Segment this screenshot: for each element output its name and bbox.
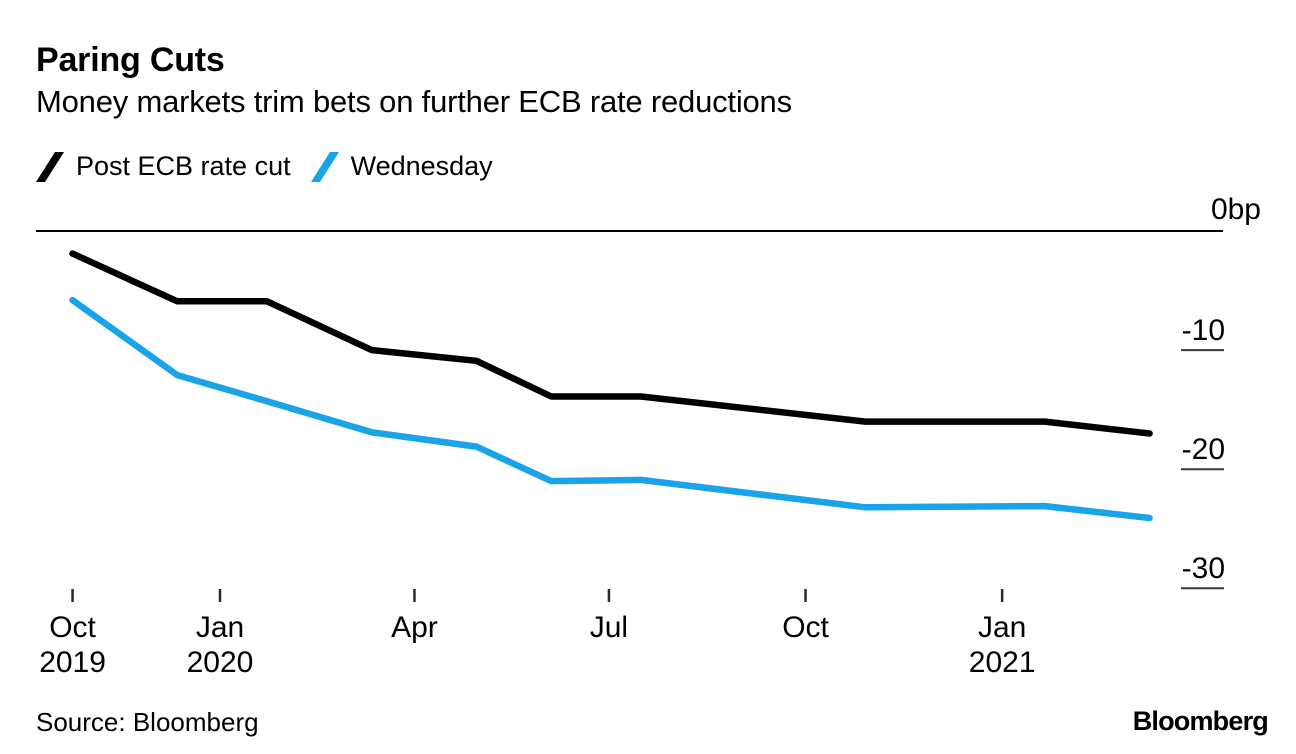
legend-label: Wednesday <box>350 151 493 181</box>
legend-label: Post ECB rate cut <box>76 151 291 181</box>
legend: Post ECB rate cut Wednesday <box>36 147 513 185</box>
black-slash-icon <box>36 152 64 182</box>
legend-item-wednesday: Wednesday <box>310 147 493 185</box>
series-line-wednesday <box>69 296 1153 522</box>
chart-title: Paring Cuts <box>36 41 225 79</box>
bloomberg-logo: Bloomberg <box>1132 706 1269 736</box>
legend-item-post-ecb-rate-cut: Post ECB rate cut <box>36 147 291 185</box>
blue-slash-icon <box>310 152 339 182</box>
chart-subtitle: Money markets trim bets on further ECB r… <box>36 84 792 119</box>
source-note: Source: Bloomberg <box>36 707 259 737</box>
series-line-post-ecb-rate-cut <box>69 250 1153 437</box>
